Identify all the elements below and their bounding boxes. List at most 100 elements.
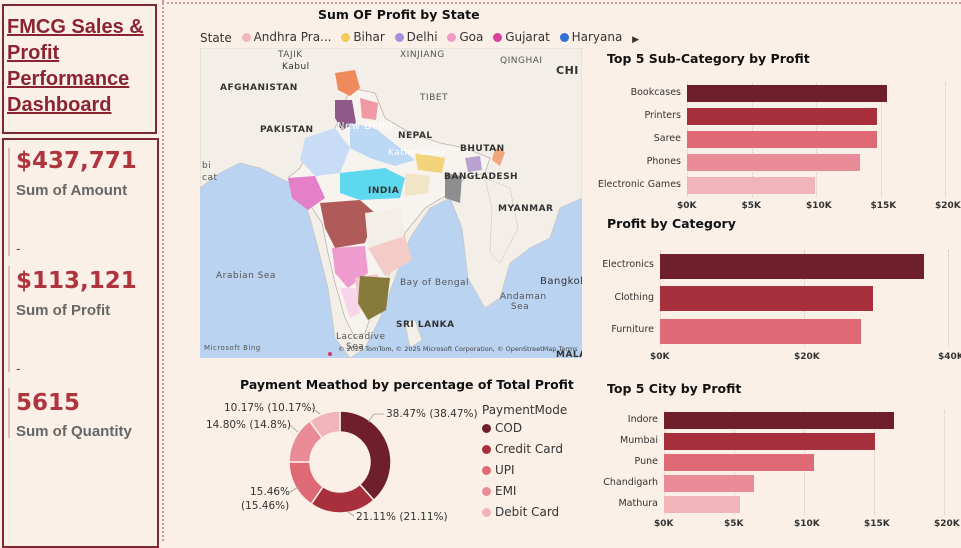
kpi-profit-label: Sum of Profit — [16, 302, 111, 319]
subcategory-chart-title: Top 5 Sub-Category by Profit — [607, 51, 810, 66]
map-canvas — [200, 48, 582, 358]
kpi-amount-label: Sum of Amount — [16, 182, 128, 199]
map-label: TIBET — [420, 93, 449, 103]
legend-item[interactable]: Gujarat — [493, 30, 550, 44]
region-jk — [335, 70, 360, 96]
region-mp — [340, 168, 405, 200]
bar-chandigarh[interactable] — [664, 475, 754, 492]
gridline — [874, 410, 875, 515]
x-axis-tick-label: $15K — [864, 519, 890, 529]
payment-legend-item[interactable]: Credit Card — [482, 442, 563, 456]
legend-label: Bihar — [353, 30, 385, 44]
payment-legend-item[interactable]: UPI — [482, 463, 515, 477]
dashboard-title: FMCG Sales & Profit Performance Dashboar… — [7, 16, 144, 116]
region-jharkhand — [405, 173, 430, 196]
region-ap — [368, 236, 412, 276]
donut-label-cod: 38.47% (38.47%) — [386, 408, 478, 420]
subcategory-bar-chart[interactable]: $0K $5K $10K $15K $20K Bookcases Printers Saree… — [598, 70, 961, 211]
map-label: Laccadive — [336, 332, 386, 342]
bar-electronics[interactable] — [660, 253, 924, 279]
y-axis-category-label: Phones — [646, 155, 681, 167]
kpi-separator: - — [16, 242, 21, 257]
legend-item[interactable]: Delhi — [394, 30, 438, 44]
microsoft-bing-logo: Microsoft Bing — [204, 344, 261, 352]
legend-next-arrow-icon[interactable]: ▶ — [632, 34, 640, 45]
map-label: cat — [202, 173, 218, 183]
legend-item[interactable]: Bihar — [341, 30, 385, 44]
bar-bookcases[interactable] — [687, 85, 887, 102]
bar-mathura[interactable] — [664, 496, 740, 513]
map-label: Arabian Sea — [216, 271, 276, 281]
legend-item[interactable]: Andhra Pra... — [241, 30, 332, 44]
x-axis-tick-label: $0K — [654, 519, 674, 529]
payment-donut-chart[interactable] — [280, 402, 400, 522]
map-title: Sum OF Profit by State — [318, 7, 480, 22]
legend-label: Credit Card — [495, 442, 563, 456]
legend-swatch — [559, 32, 569, 42]
x-axis-tick-label: $0K — [677, 201, 697, 211]
y-axis-category-label: Saree — [653, 132, 681, 144]
donut-slice-cod[interactable] — [339, 410, 392, 502]
bar-mumbai[interactable] — [664, 433, 876, 450]
kpi-accent-bar — [8, 388, 10, 438]
state-map[interactable]: Kabul AFGHANISTAN PAKISTAN New Delhi NEP… — [200, 48, 582, 358]
map-attribution[interactable]: © 2025 TomTom, © 2025 Microsoft Corporat… — [338, 345, 578, 353]
region-uttarakhand — [360, 98, 378, 120]
region-ne — [465, 156, 482, 172]
legend-label: Delhi — [406, 30, 438, 44]
payment-chart-title: Payment Meathod by percentage of Total P… — [240, 377, 574, 392]
bar-clothing[interactable] — [660, 286, 873, 312]
legend-label: Gujarat — [505, 30, 550, 44]
y-axis-category-label: Bookcases — [630, 86, 681, 98]
map-label: New Delhi — [337, 121, 393, 132]
map-label: MYANMAR — [498, 204, 554, 214]
map-label: Andaman Sea — [500, 292, 547, 312]
payment-legend-item[interactable]: Debit Card — [482, 505, 559, 519]
legend-item[interactable]: Haryana — [559, 30, 622, 44]
map-label: Bangkok — [540, 276, 582, 287]
kpi-quantity-value: 5615 — [16, 390, 81, 416]
bar-pune[interactable] — [664, 454, 814, 471]
payment-legend-item[interactable]: EMI — [482, 484, 516, 498]
section-divider — [162, 0, 164, 541]
bar-printers[interactable] — [687, 108, 877, 125]
donut-label-upi-pct: (15.46%) — [241, 500, 290, 512]
delhi-marker-icon — [339, 123, 345, 129]
legend-label: Goa — [459, 30, 484, 44]
region-assam — [492, 148, 505, 166]
y-axis-category-label: Clothing — [614, 291, 654, 303]
x-axis-tick-label: $10K — [806, 201, 832, 211]
legend-swatch — [493, 32, 503, 42]
legend-swatch — [482, 486, 491, 496]
kpi-quantity-label: Sum of Quantity — [16, 423, 132, 440]
payment-legend-item[interactable]: COD — [482, 421, 522, 435]
gridline — [948, 250, 949, 348]
map-marker-icon — [328, 352, 332, 356]
map-label: Kathmandu — [388, 148, 445, 158]
region-up — [350, 123, 415, 166]
bar-indore[interactable] — [664, 412, 894, 429]
bar-furniture[interactable] — [660, 318, 861, 344]
y-axis-category-label: Mathura — [618, 497, 658, 509]
map-label: PAKISTAN — [260, 125, 314, 135]
y-axis-category-label: Chandigarh — [603, 476, 658, 488]
city-bar-chart[interactable]: $0K $5K $10K $15K $20K Indore Mumbai Pune Chandi… — [600, 400, 960, 540]
donut-slice-debit-card[interactable] — [308, 410, 341, 439]
legend-label: Debit Card — [495, 505, 560, 519]
donut-label-credit-card: 21.11% (21.11%) — [356, 511, 448, 523]
bar-electronic-games[interactable] — [687, 177, 815, 194]
x-axis-tick-label: $20K — [934, 519, 960, 529]
bar-saree[interactable] — [687, 131, 877, 148]
legend-item[interactable]: Goa — [447, 30, 483, 44]
category-bar-chart[interactable]: $0K $20K $40K Electronics Clothing Furniture — [600, 240, 961, 375]
map-label: MALA — [556, 350, 582, 358]
x-axis-tick-label: $15K — [870, 201, 897, 211]
bar-phones[interactable] — [687, 154, 860, 171]
map-label: Bay of Bengal — [400, 278, 470, 288]
region-southtip — [358, 276, 390, 320]
map-label: BHUTAN — [460, 144, 505, 154]
y-axis-category-label: Mumbai — [620, 434, 658, 446]
y-axis-category-label: Electronics — [602, 259, 654, 271]
donut-label-upi: 15.46% — [250, 486, 291, 498]
map-label: XINJIANG — [400, 50, 445, 60]
